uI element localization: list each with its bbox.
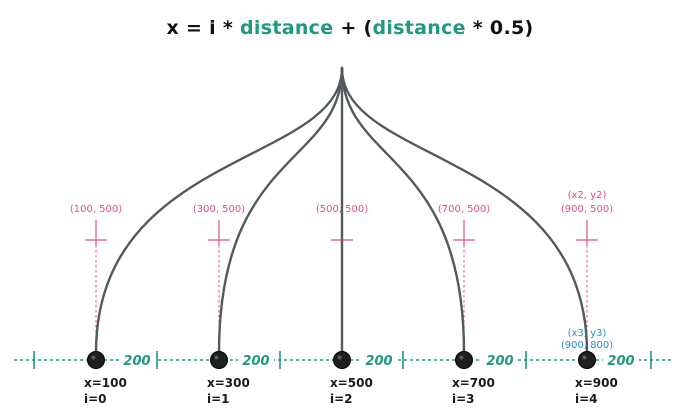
node-x-label: x=500 [330, 376, 373, 390]
node-circle [87, 351, 105, 369]
branch-curve [340, 66, 589, 355]
node-highlight [582, 355, 587, 360]
spacing-label-bg [482, 352, 518, 368]
node-highlight [337, 355, 342, 360]
node-x-label: x=300 [207, 376, 250, 390]
formula-title: x = i * distance + (distance * 0.5) [0, 17, 700, 39]
node-x-label: x=900 [575, 376, 618, 390]
formula-part: * 0.5) [465, 17, 534, 39]
node-highlight [459, 355, 464, 360]
node-circle [333, 351, 351, 369]
formula-distance: distance [372, 17, 466, 39]
spacing-label-bg [361, 352, 397, 368]
branch-curve [217, 66, 344, 355]
spacing-label: 200 [486, 354, 513, 369]
branch-curve [340, 66, 466, 355]
node-circle [455, 351, 473, 369]
spacing-label: 200 [607, 354, 634, 369]
node-i-label: i=4 [575, 392, 598, 406]
formula-part: x = i * [166, 17, 240, 39]
target-alias-label: (x2, y2) [568, 190, 607, 201]
spacing-label: 200 [242, 354, 269, 369]
node-highlight [91, 355, 96, 360]
node-x-label: x=100 [84, 376, 127, 390]
spacing-label-bg [238, 352, 274, 368]
node-i-label: i=0 [84, 392, 107, 406]
node-circle [578, 351, 596, 369]
formula-part: + ( [333, 17, 373, 39]
spacing-label-bg [603, 352, 639, 368]
node-i-label: i=2 [330, 392, 353, 406]
spacing-label: 200 [123, 354, 150, 369]
node-i-label: i=3 [452, 392, 475, 406]
branch-curve [94, 66, 344, 355]
spacing-label: 200 [365, 354, 392, 369]
target-label: (100, 500) [70, 204, 122, 215]
node-x-label: x=700 [452, 376, 495, 390]
node-i-label: i=1 [207, 392, 230, 406]
target-label: (300, 500) [193, 204, 245, 215]
node-circle [210, 351, 228, 369]
target-label: (700, 500) [438, 204, 490, 215]
endpoint-alias-label: (x3, y3) [568, 328, 607, 339]
node-highlight [214, 355, 219, 360]
target-label: (900, 500) [561, 204, 613, 215]
endpoint-coord-label: (900, 800) [561, 340, 613, 351]
formula-distance: distance [240, 17, 334, 39]
spacing-label-bg [119, 352, 155, 368]
